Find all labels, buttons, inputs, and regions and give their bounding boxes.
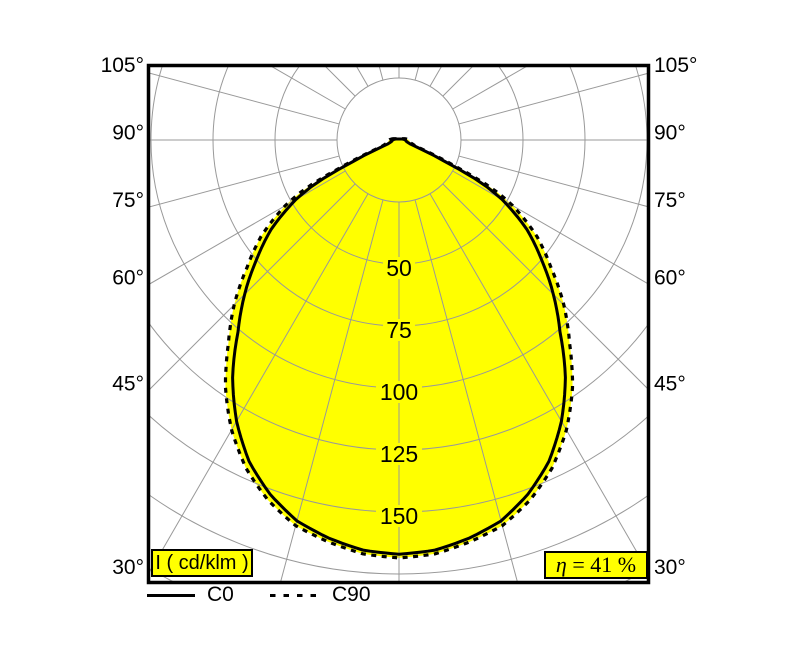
radial-label-bg-100: [376, 381, 422, 403]
radial-tick-label-75: 75: [386, 317, 412, 343]
efficiency-box: η = 41 %: [544, 551, 648, 579]
grid-ray-30: [429, 193, 647, 571]
angle-label-left-105: 105°: [101, 54, 144, 77]
angle-label-left-75: 75°: [112, 189, 144, 212]
grid-ray-165: [414, 67, 420, 81]
legend-label-c90: C90: [332, 583, 371, 606]
grid-ray-225: [325, 67, 356, 97]
angle-label-left-45: 45°: [112, 373, 144, 396]
grid-ray-345: [280, 199, 384, 581]
grid-ray-255: [150, 72, 340, 125]
angle-label-right-105: 105°: [654, 54, 697, 77]
grid-ray-45: [442, 183, 647, 389]
grid-ray-315: [150, 183, 356, 390]
intensity-unit-box: I ( cd/klm ): [151, 549, 253, 577]
radial-tick-label-150: 150: [380, 503, 418, 529]
grid-ray-195: [378, 67, 384, 81]
radial-tick-label-100: 100: [380, 379, 418, 405]
angle-label-right-30: 30°: [654, 556, 686, 579]
grid-ray-15: [414, 199, 518, 581]
angle-label-right-60: 60°: [654, 266, 686, 289]
grid-ray-150: [429, 67, 442, 87]
legend-dashed-line-swatch: [270, 594, 318, 597]
angle-tick-labels: 105° 105° 90° 90° 75° 75° 60° 60° 45° 45° 30° 30°: [101, 54, 698, 579]
legend-solid-line-swatch: [147, 594, 195, 597]
radial-tick-labels: 50 75 100 125 150: [376, 255, 422, 529]
intensity-unit-label: I ( cd/klm ): [155, 551, 249, 574]
efficiency-symbol: η: [555, 552, 567, 577]
angle-label-left-30: 30°: [112, 556, 144, 579]
efficiency-value: = 41 %: [566, 552, 637, 577]
plot-border: [146, 63, 651, 585]
radial-label-bg-75: [383, 319, 415, 341]
grid-ray-120: [452, 67, 527, 110]
radial-tick-label-125: 125: [380, 441, 418, 467]
angle-label-right-45: 45°: [654, 373, 686, 396]
grid-ray-75: [458, 155, 647, 207]
radial-label-bg-125: [376, 443, 422, 465]
grid-ray-105: [458, 73, 647, 125]
grid-ray-240: [271, 67, 346, 110]
angle-label-right-75: 75°: [654, 189, 686, 212]
radial-label-bg-50: [383, 257, 415, 279]
curve-stroke-layer: [223, 137, 575, 560]
c0-curve: [231, 137, 567, 556]
legend-label-c0: C0: [207, 583, 234, 606]
grid-ray-135: [442, 67, 473, 97]
angle-label-left-60: 60°: [112, 266, 144, 289]
angle-label-right-90: 90°: [654, 122, 686, 145]
grid-ray-285: [150, 155, 340, 208]
grid-ray-60: [452, 170, 647, 284]
grid-ray-300: [150, 170, 346, 285]
grid-ray-330: [150, 193, 369, 573]
angle-label-left-90: 90°: [112, 122, 144, 145]
grid-ray-210: [356, 67, 369, 87]
radial-tick-label-50: 50: [386, 255, 412, 281]
radial-label-bg-150: [376, 505, 422, 527]
